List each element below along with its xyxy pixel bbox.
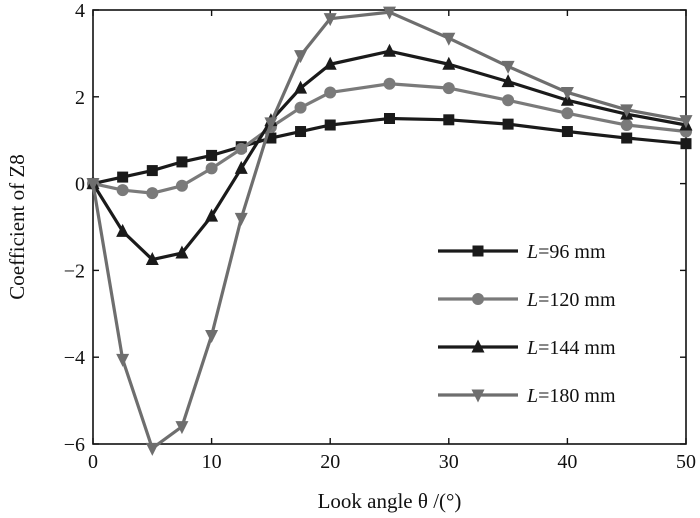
axis-ticks: 0 10 20 30 40 50 −6 −4 −2 0 2 4 xyxy=(64,0,696,473)
data-point xyxy=(620,104,634,118)
legend-marker xyxy=(472,293,484,305)
data-point xyxy=(442,32,456,46)
data-point xyxy=(145,442,159,456)
y-tick-label: 0 xyxy=(75,174,85,196)
x-tick-label: 30 xyxy=(439,451,459,473)
legend-label: L=120 mm xyxy=(526,289,616,311)
y-tick-label: −6 xyxy=(64,434,85,456)
data-point xyxy=(117,171,129,183)
data-point xyxy=(116,184,129,197)
data-point xyxy=(679,115,693,129)
x-tick-label: 40 xyxy=(557,451,577,473)
data-point xyxy=(205,208,219,222)
y-tick-label: −2 xyxy=(64,260,85,282)
series-line xyxy=(91,10,687,450)
series-4 xyxy=(86,6,693,456)
data-point xyxy=(86,178,100,192)
data-point xyxy=(621,132,633,144)
data-point xyxy=(501,60,515,74)
data-point xyxy=(384,113,395,124)
legend-label: L=180 mm xyxy=(526,385,616,407)
data-point xyxy=(443,114,455,126)
legend-item: L=96 mm xyxy=(438,241,606,263)
data-point xyxy=(235,142,248,155)
data-point xyxy=(383,43,396,57)
data-point xyxy=(295,126,307,138)
data-point xyxy=(561,107,574,120)
data-point xyxy=(502,94,515,107)
data-point xyxy=(620,119,633,132)
data-point xyxy=(206,149,218,161)
series-line xyxy=(92,116,687,186)
plot-frame xyxy=(92,9,687,445)
data-point xyxy=(205,162,218,175)
legend-marker xyxy=(472,245,484,257)
data-point xyxy=(234,212,248,226)
data-point xyxy=(175,179,188,192)
data-point xyxy=(234,160,248,174)
x-tick-label: 10 xyxy=(202,451,222,473)
data-point xyxy=(324,119,336,131)
legend-label: L=96 mm xyxy=(526,241,606,263)
y-axis-title: Coefficient of Z8 xyxy=(5,154,29,299)
series-lines xyxy=(86,6,693,456)
data-point xyxy=(265,132,277,144)
plot-border xyxy=(92,9,687,445)
x-tick-label: 20 xyxy=(320,451,340,473)
x-tick-label: 50 xyxy=(676,451,696,473)
data-point xyxy=(176,156,188,168)
data-point xyxy=(442,82,455,95)
legend-marker xyxy=(471,339,485,353)
data-point xyxy=(502,118,514,130)
legend-variable: L xyxy=(526,337,538,359)
data-point xyxy=(561,126,573,138)
x-axis-title: Look angle θ /(°) xyxy=(318,489,462,513)
legend: L=96 mmL=120 mmL=144 mmL=180 mm xyxy=(438,241,616,407)
data-point xyxy=(294,50,308,64)
data-point xyxy=(116,223,130,237)
legend-value: =144 mm xyxy=(538,337,616,359)
data-point xyxy=(323,13,337,27)
data-point xyxy=(560,86,574,100)
legend-item: L=180 mm xyxy=(438,385,616,407)
data-point xyxy=(116,353,130,367)
series-2 xyxy=(87,77,692,200)
y-tick-label: 4 xyxy=(75,0,85,22)
x-tick-label: 0 xyxy=(88,451,98,473)
y-tick-label: 2 xyxy=(75,87,85,109)
data-point xyxy=(146,165,158,177)
data-point xyxy=(294,80,308,94)
legend-variable: L xyxy=(526,385,538,407)
series-3 xyxy=(86,43,693,266)
legend-item: L=120 mm xyxy=(438,289,616,311)
data-point xyxy=(680,138,692,150)
data-point xyxy=(383,77,396,90)
data-point xyxy=(324,86,337,99)
data-point xyxy=(294,101,307,114)
legend-variable: L xyxy=(526,289,538,311)
legend-label: L=144 mm xyxy=(526,337,616,359)
legend-value: =120 mm xyxy=(538,289,616,311)
data-point xyxy=(264,117,278,131)
data-point xyxy=(501,74,515,88)
legend-variable: L xyxy=(526,241,538,263)
data-point xyxy=(383,6,396,20)
data-point xyxy=(323,56,337,70)
data-point xyxy=(146,187,159,200)
data-point xyxy=(442,56,456,70)
data-point xyxy=(205,330,219,343)
data-point xyxy=(145,252,159,266)
legend-marker xyxy=(471,389,485,403)
legend-item: L=144 mm xyxy=(438,337,616,359)
legend-value: =180 mm xyxy=(538,385,616,407)
legend-value: =96 mm xyxy=(538,241,606,263)
y-tick-label: −4 xyxy=(64,347,85,369)
series-1 xyxy=(87,113,692,190)
data-point xyxy=(175,421,189,435)
data-point xyxy=(175,245,189,259)
